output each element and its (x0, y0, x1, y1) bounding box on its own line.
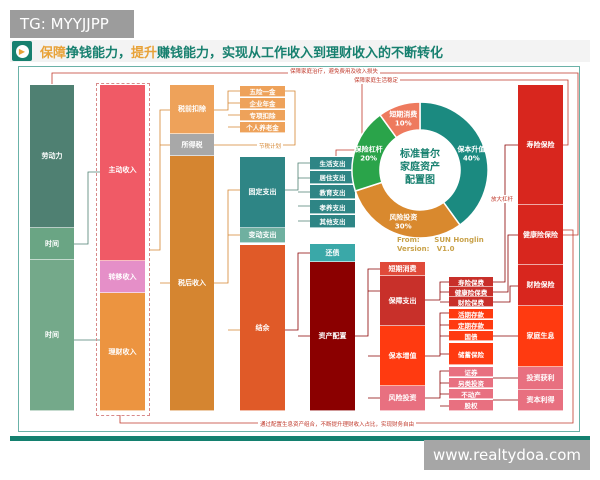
box-life-insurance: 寿险保险 (518, 85, 563, 205)
title-part: 提升 (131, 45, 158, 61)
donut-segment (378, 101, 421, 139)
version-text: Version: V1.0 (397, 245, 455, 253)
box-investment-income: 理财收入 (100, 293, 145, 411)
product-item: 股权 (449, 400, 493, 411)
deduction-item: 专项扣除 (240, 110, 285, 121)
watermark-bottom: www.realtydoa.com (424, 440, 590, 470)
donut-segment-percent: 20% (360, 154, 377, 162)
note-tax-plan: 节税计划 (257, 142, 284, 150)
donut-segment (419, 101, 489, 227)
box-surplus: 结余 (240, 245, 285, 411)
box-property-insurance: 财险保险 (518, 265, 563, 306)
note-leverage: 放大杠杆 (489, 195, 516, 203)
product-item: 证券 (449, 367, 493, 377)
product-item: 寿险保费 (449, 277, 493, 287)
income-group (96, 83, 150, 416)
title-part: 挣钱能力， (66, 45, 132, 61)
title-part: 赚钱能力，实现从工作收入到理财收入的不断转化 (157, 45, 444, 61)
box-active-income: 主动收入 (100, 85, 145, 261)
box-income-tax: 所得税 (170, 134, 214, 156)
box-time-1: 时间 (30, 228, 74, 260)
box-labor: 劳动力 (30, 85, 74, 228)
box-transfer-income: 转移收入 (100, 261, 145, 293)
fixed-spending-item: 居住支出 (310, 171, 355, 184)
fixed-spending-item: 生活支出 (310, 157, 355, 170)
box-capital-gains: 资本利得 (518, 390, 563, 411)
product-item: 国债 (449, 331, 493, 341)
box-protection-spending: 保障支出 (380, 276, 425, 326)
product-item: 储蓄保险 (449, 343, 493, 365)
product-item: 另类投资 (449, 378, 493, 388)
donut-center-line: 配置图 (405, 175, 435, 186)
box-time-2: 时间 (30, 260, 74, 411)
donut-segment-label: 短期消费 (389, 110, 417, 119)
box-short-term-consumption: 短期消费 (380, 262, 425, 276)
donut-segment-label: 保本升值 (456, 144, 485, 153)
box-family-interest: 家庭生息 (518, 306, 563, 367)
donut-segment-percent: 30% (395, 222, 412, 230)
bottom-band (10, 436, 590, 441)
donut-center-line: 家庭资产 (400, 162, 440, 173)
box-health-insurance: 健康险保险 (518, 205, 563, 265)
product-item: 定期存款 (449, 320, 493, 330)
title-part: 保障 (40, 45, 67, 61)
fixed-spending-item: 教育支出 (310, 185, 355, 199)
donut-segment-percent: 10% (395, 120, 412, 128)
deduction-item: 企业年金 (240, 98, 285, 109)
deduction-item: 个人养老金 (240, 122, 285, 133)
source-credit: From: SUN Honglin Version: V1.0 (397, 236, 484, 254)
title-bar: ▶ 保障挣钱能力，提升赚钱能力，实现从工作收入到理财收入的不断转化 (10, 40, 590, 62)
from-text: From: SUN Honglin (397, 236, 484, 244)
product-item: 活期存款 (449, 309, 493, 319)
donut-segment-label: 保险杠杆 (354, 144, 383, 153)
donut-center-title: 标准普尔 家庭资产 配置图 (390, 148, 450, 187)
note-financial-freedom: 通过配置生息资产组合，不断提升理财收入占比，实现财务自由 (258, 420, 417, 428)
product-item: 财险保费 (449, 297, 493, 307)
box-debt-repayment: 还债 (310, 244, 355, 262)
donut-segment-label: 风险投资 (389, 212, 417, 221)
box-variable-spending: 变动支出 (240, 228, 285, 243)
box-capital-preservation: 保本增值 (380, 326, 425, 386)
watermark-top: TG: MYYJJPP (10, 10, 134, 38)
box-risk-investment: 风险投资 (380, 386, 425, 411)
box-investment-profit: 投资获利 (518, 367, 563, 390)
product-item: 不动产 (449, 389, 493, 399)
page-title: 保障挣钱能力，提升赚钱能力，实现从工作收入到理财收入的不断转化 (40, 42, 443, 61)
fixed-spending-item: 其他支出 (310, 215, 355, 228)
fixed-spending-item: 孝养支出 (310, 200, 355, 214)
product-item: 健康险保费 (449, 287, 493, 297)
box-asset-allocation: 资产配置 (310, 262, 355, 411)
box-fixed-spending: 固定支出 (240, 157, 285, 228)
note-medical: 保障家庭治疗，避免费用及收入损失 (288, 67, 381, 75)
diagram-frame (18, 66, 580, 432)
note-stability: 保障家庭生活稳定 (352, 76, 401, 84)
deduction-item: 五险一金 (240, 86, 285, 97)
box-after-tax-income: 税后收入 (170, 156, 214, 411)
play-icon: ▶ (12, 41, 32, 61)
box-pretax-deduction: 税前扣除 (170, 85, 214, 134)
donut-segment-percent: 40% (463, 154, 480, 162)
donut-center-line: 标准普尔 (400, 149, 440, 160)
